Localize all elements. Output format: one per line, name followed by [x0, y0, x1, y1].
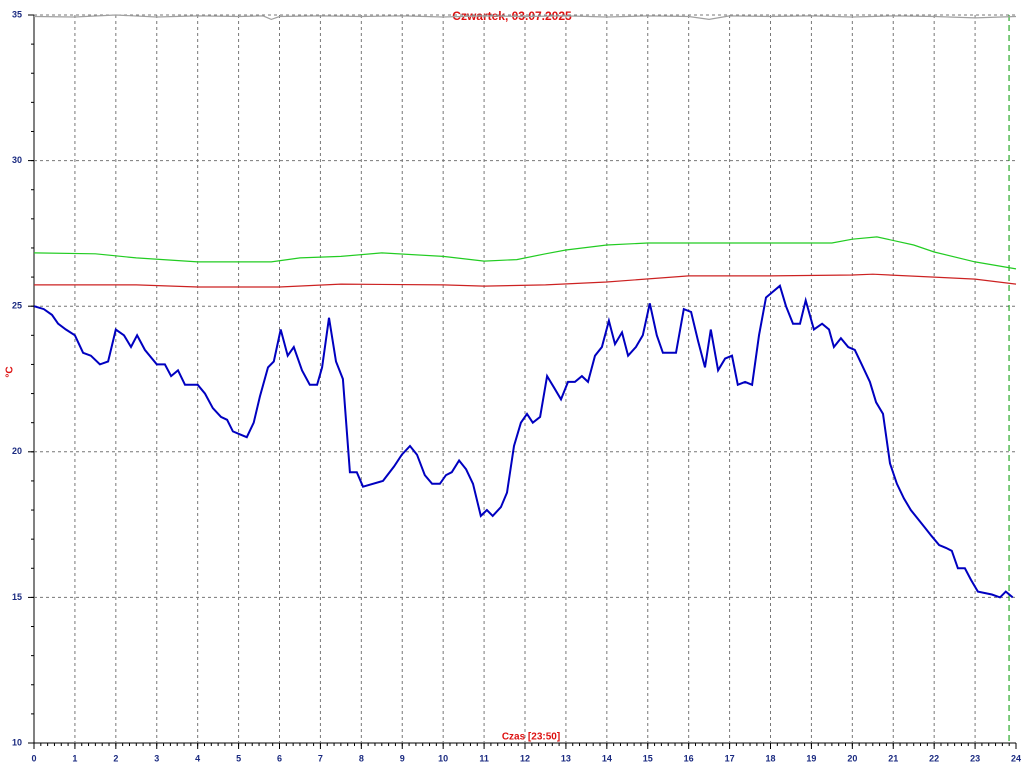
x-tick-label: 2: [113, 753, 118, 763]
x-tick-label: 23: [970, 753, 980, 763]
x-tick-label: 1: [72, 753, 77, 763]
series-line: [34, 273, 1017, 288]
y-tick-label: 15: [12, 592, 22, 602]
y-tick-label: 10: [12, 737, 22, 747]
x-tick-label: 19: [806, 753, 816, 763]
series-line: [33, 284, 1014, 599]
x-tick-label: 21: [888, 753, 898, 763]
y-tick-label: 20: [12, 446, 22, 456]
x-tick-label: 3: [154, 753, 159, 763]
series-line: [33, 14, 1017, 21]
y-tick-label: 35: [12, 9, 22, 19]
x-tick-label: 20: [847, 753, 857, 763]
x-tick-label: 14: [602, 753, 612, 763]
x-tick-label: 24: [1011, 753, 1021, 763]
series-line: [33, 236, 1017, 270]
x-tick-label: 10: [438, 753, 448, 763]
x-tick-label: 16: [684, 753, 694, 763]
x-tick-label: 6: [277, 753, 282, 763]
x-tick-label: 9: [400, 753, 405, 763]
y-tick-label: 25: [12, 301, 22, 311]
x-tick-label: 0: [31, 753, 36, 763]
x-axis-label: Czas [23:50]: [502, 732, 560, 743]
y-tick-label: 30: [12, 155, 22, 165]
x-tick-label: 5: [236, 753, 241, 763]
x-tick-label: 11: [479, 753, 489, 763]
x-tick-label: 22: [929, 753, 939, 763]
y-axis-label: °C: [5, 366, 16, 377]
x-tick-label: 8: [359, 753, 364, 763]
x-tick-label: 4: [195, 753, 200, 763]
x-tick-label: 7: [318, 753, 323, 763]
x-tick-label: 15: [643, 753, 653, 763]
x-tick-label: 17: [725, 753, 735, 763]
x-tick-label: 18: [765, 753, 775, 763]
x-tick-label: 12: [520, 753, 530, 763]
x-tick-label: 13: [561, 753, 571, 763]
